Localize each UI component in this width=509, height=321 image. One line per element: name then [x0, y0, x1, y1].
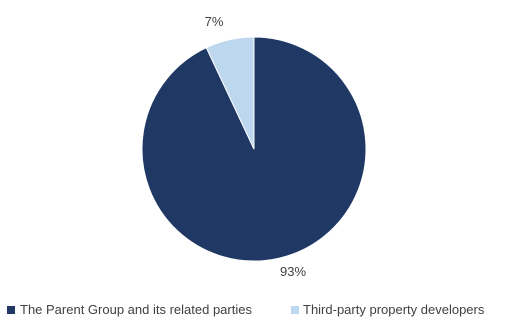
legend-label-third-party: Third-party property developers — [303, 302, 485, 317]
legend-swatch-parent-group — [7, 306, 15, 314]
pie-slice-third-party — [205, 36, 255, 150]
legend-label-parent-group: The Parent Group and its related parties — [20, 302, 252, 317]
data-label-third-party: 7% — [205, 14, 224, 29]
pie-data-labels: 93% 7% — [205, 14, 307, 279]
pie-slices — [141, 36, 367, 262]
legend: The Parent Group and its related parties… — [7, 302, 485, 317]
data-label-parent-group: 93% — [280, 264, 306, 279]
legend-swatch-third-party — [291, 306, 299, 314]
